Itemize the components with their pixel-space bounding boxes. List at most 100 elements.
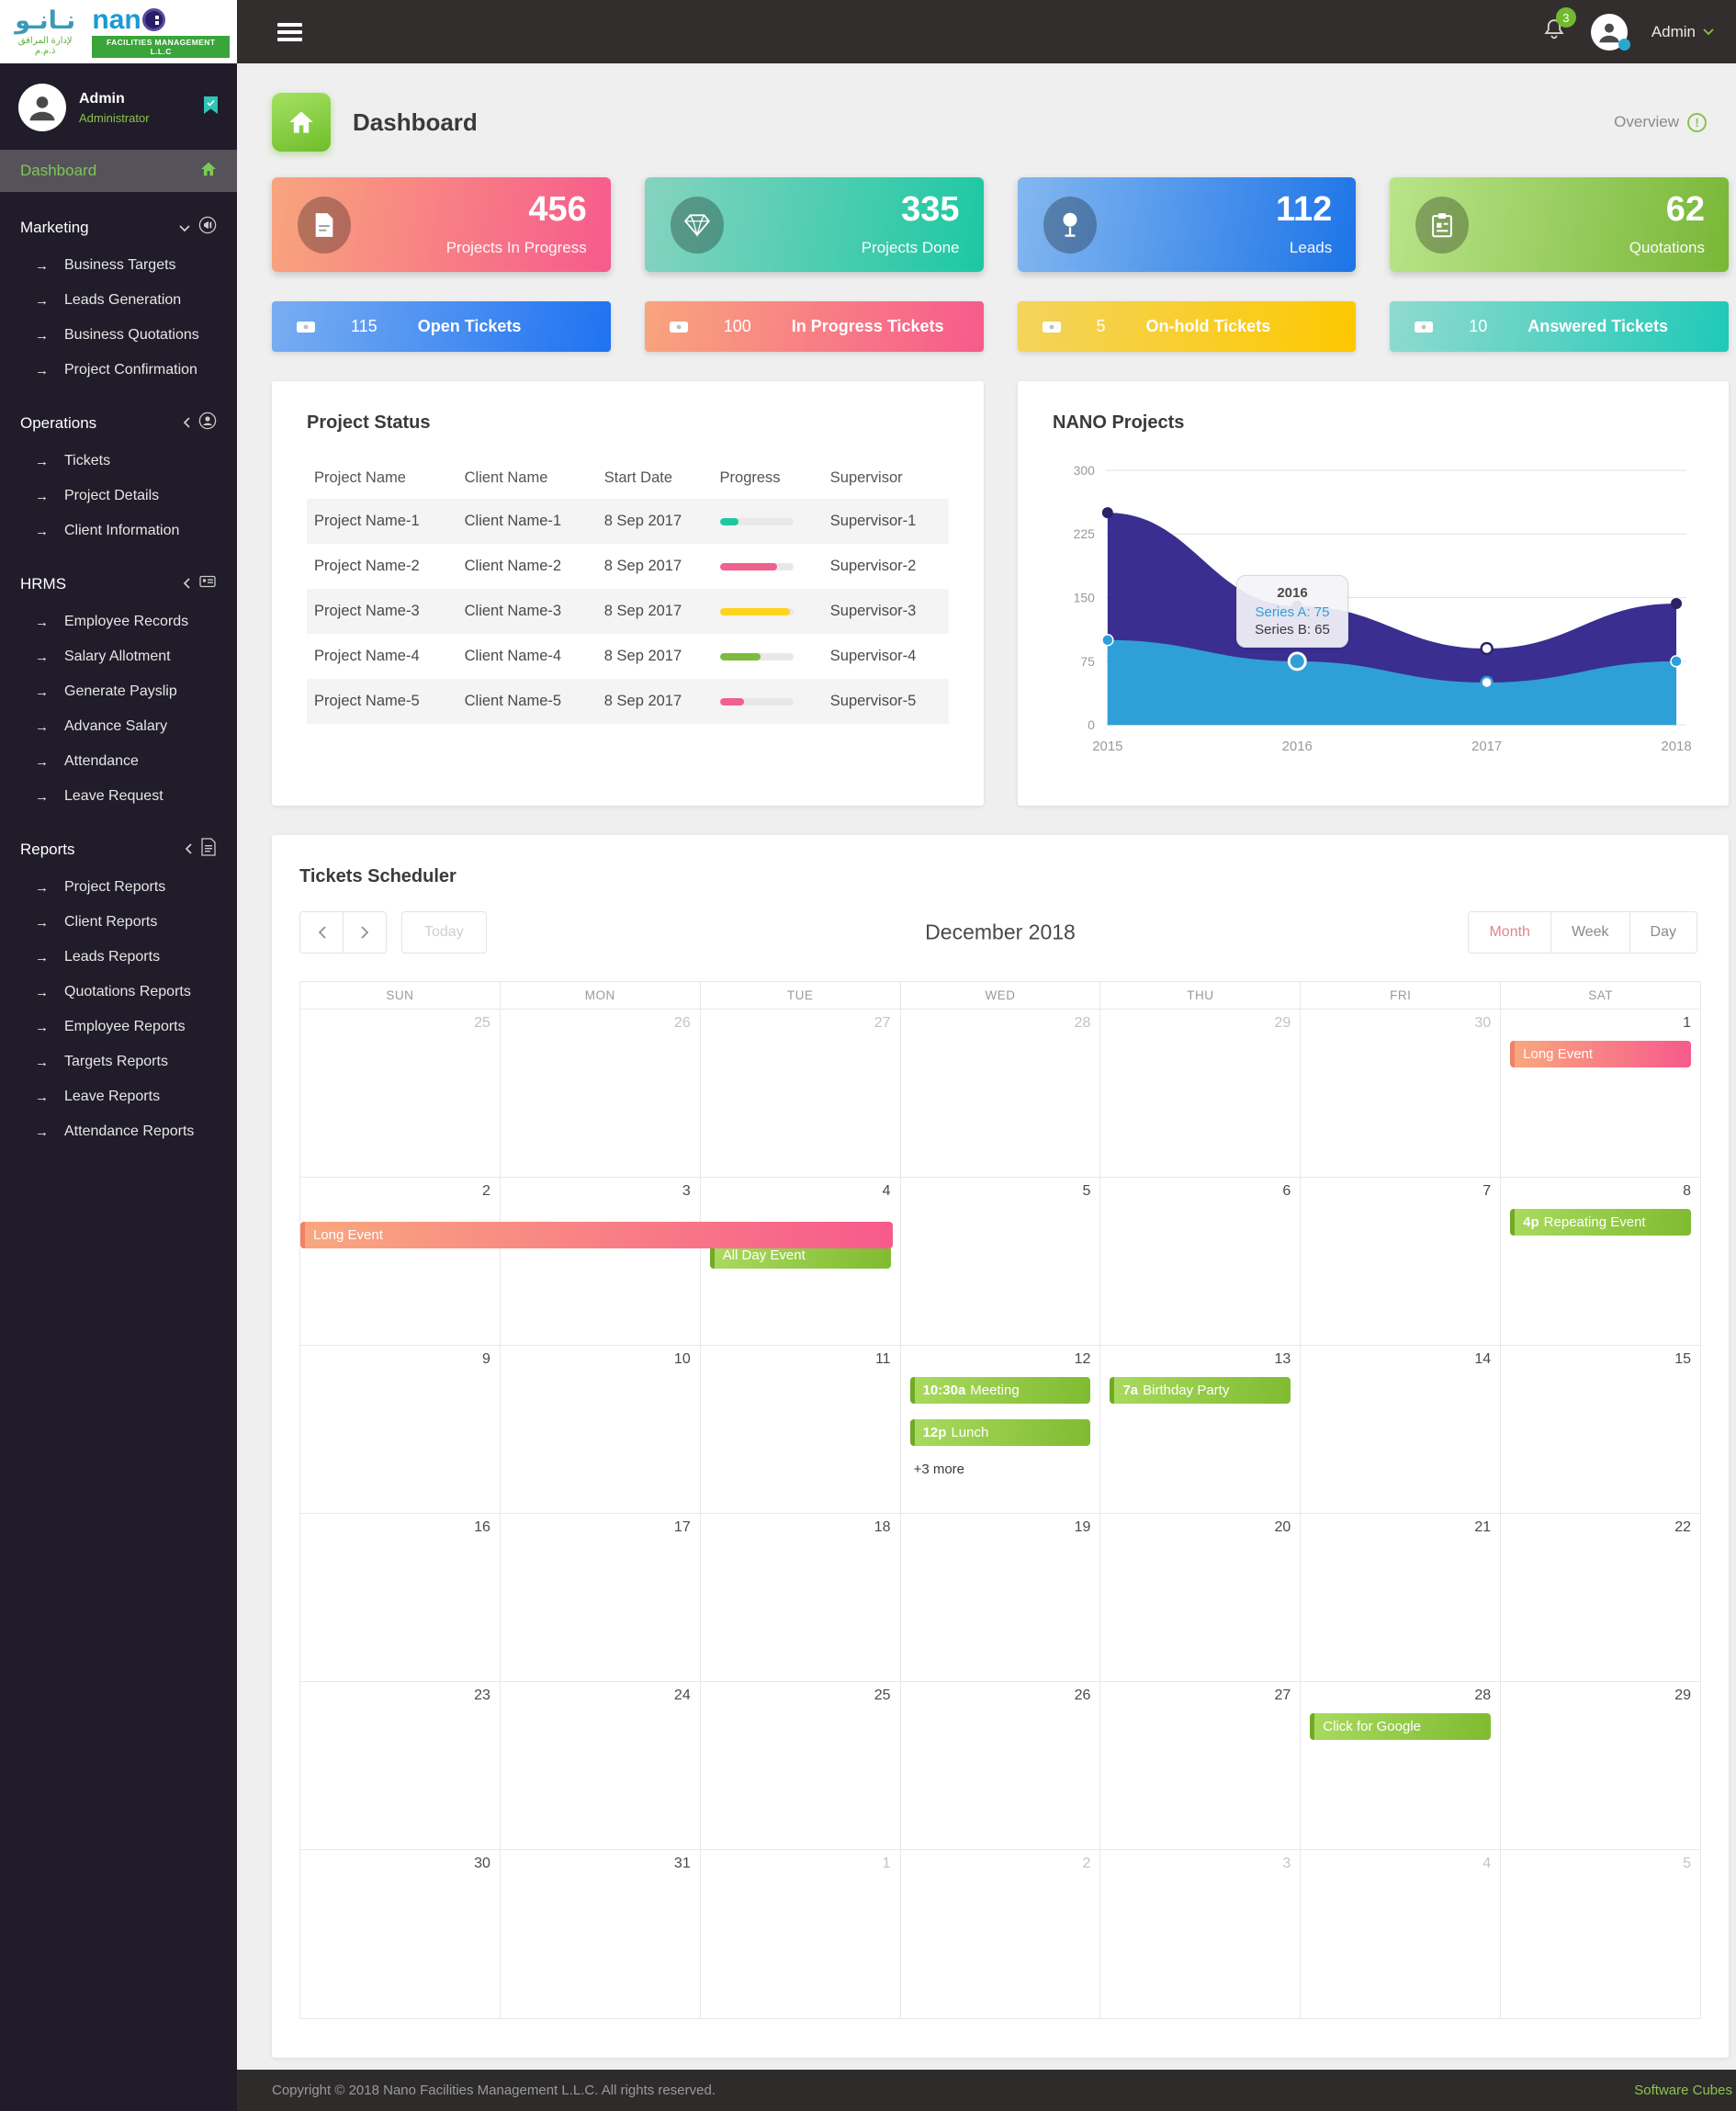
calendar-day-cell[interactable]: 14 bbox=[1301, 1346, 1502, 1513]
stat-card-projects-in-progress[interactable]: 456 Projects In Progress bbox=[272, 177, 611, 272]
calendar-event[interactable]: 10:30a Meeting bbox=[909, 1377, 1091, 1404]
calendar-day-cell[interactable]: 11 bbox=[701, 1346, 901, 1513]
calendar-day-cell[interactable]: 7 bbox=[1301, 1178, 1502, 1345]
today-button[interactable]: Today bbox=[401, 911, 487, 954]
calendar-day-cell[interactable]: 3 bbox=[1100, 1850, 1302, 2018]
calendar-day-cell[interactable]: 27 bbox=[701, 1010, 901, 1177]
brand-logo[interactable]: نـانـو لإدارة المرافق ذ.م.م nan FACILITI… bbox=[0, 0, 237, 63]
sidebar-item-attendance-reports[interactable]: → Attendance Reports bbox=[0, 1114, 237, 1149]
sidebar-item-project-details[interactable]: → Project Details bbox=[0, 479, 237, 514]
ticket-card-answered-tickets[interactable]: 10 Answered Tickets bbox=[1390, 301, 1729, 352]
calendar-day-cell[interactable]: 13 7a Birthday Party bbox=[1100, 1346, 1302, 1513]
calendar-day-cell[interactable]: 29 bbox=[1100, 1010, 1302, 1177]
calendar-day-cell[interactable]: 1 bbox=[701, 1850, 901, 2018]
calendar-day-cell[interactable]: 22 bbox=[1501, 1514, 1700, 1681]
sidebar-item-salary-allotment[interactable]: → Salary Allotment bbox=[0, 639, 237, 674]
ticket-card-in-progress-tickets[interactable]: 100 In Progress Tickets bbox=[644, 301, 984, 352]
calendar-day-cell[interactable]: 6 bbox=[1100, 1178, 1302, 1345]
calendar-span-event[interactable]: Long Event bbox=[300, 1222, 894, 1248]
sidebar-item-dashboard[interactable]: Dashboard bbox=[0, 150, 237, 192]
sidebar-item-tickets[interactable]: → Tickets bbox=[0, 444, 237, 479]
calendar-day-cell[interactable]: 25 bbox=[701, 1682, 901, 1849]
calendar-event[interactable]: Click for Google bbox=[1310, 1713, 1492, 1740]
sidebar-item-leave-request[interactable]: → Leave Request bbox=[0, 779, 237, 814]
view-day-button[interactable]: Day bbox=[1629, 911, 1697, 954]
sidebar-item-advance-salary[interactable]: → Advance Salary bbox=[0, 709, 237, 744]
sidebar-profile[interactable]: Admin Administrator bbox=[0, 63, 237, 150]
calendar-day-cell[interactable]: 27 bbox=[1100, 1682, 1302, 1849]
view-month-button[interactable]: Month bbox=[1468, 911, 1551, 954]
stat-card-projects-done[interactable]: 335 Projects Done bbox=[644, 177, 984, 272]
view-week-button[interactable]: Week bbox=[1550, 911, 1630, 954]
calendar-event[interactable]: 12p Lunch bbox=[909, 1419, 1091, 1446]
calendar-day-cell[interactable]: 30 bbox=[1301, 1010, 1502, 1177]
sidebar-item-employee-reports[interactable]: → Employee Reports bbox=[0, 1010, 237, 1044]
sidebar-item-quotations-reports[interactable]: → Quotations Reports bbox=[0, 975, 237, 1010]
sidebar-section-marketing[interactable]: Marketing bbox=[0, 192, 237, 248]
more-events-link[interactable]: +3 more bbox=[913, 1462, 965, 1477]
calendar-day-cell[interactable]: 9 bbox=[300, 1346, 501, 1513]
calendar-day-cell[interactable]: 24 bbox=[501, 1682, 701, 1849]
sidebar-item-project-reports[interactable]: → Project Reports bbox=[0, 870, 237, 905]
sidebar-item-employee-records[interactable]: → Employee Records bbox=[0, 604, 237, 639]
calendar-day-cell[interactable]: 3 bbox=[501, 1178, 701, 1345]
sidebar-item-targets-reports[interactable]: → Targets Reports bbox=[0, 1044, 237, 1079]
calendar-day-cell[interactable]: 10 bbox=[501, 1346, 701, 1513]
sidebar-item-business-targets[interactable]: → Business Targets bbox=[0, 248, 237, 283]
sidebar-item-leads-generation[interactable]: → Leads Generation bbox=[0, 283, 237, 318]
ticket-card-open-tickets[interactable]: 115 Open Tickets bbox=[272, 301, 611, 352]
calendar-day-cell[interactable]: 8 4p Repeating Event bbox=[1501, 1178, 1700, 1345]
sidebar-item-leave-reports[interactable]: → Leave Reports bbox=[0, 1079, 237, 1114]
calendar-event[interactable]: Long Event bbox=[1510, 1041, 1692, 1067]
calendar-day-cell[interactable]: 26 bbox=[901, 1682, 1101, 1849]
calendar-day-cell[interactable]: 28 bbox=[901, 1010, 1101, 1177]
sidebar-section-operations[interactable]: Operations bbox=[0, 388, 237, 444]
notifications-button[interactable]: 3 bbox=[1541, 7, 1576, 47]
sidebar-item-client-reports[interactable]: → Client Reports bbox=[0, 905, 237, 940]
calendar-day-cell[interactable]: 28 Click for Google bbox=[1301, 1682, 1502, 1849]
calendar-day-cell[interactable]: 31 bbox=[501, 1850, 701, 2018]
calendar-day-cell[interactable]: 29 bbox=[1501, 1682, 1700, 1849]
credit-link[interactable]: Software Cubes bbox=[1634, 2083, 1732, 2098]
calendar-day-cell[interactable]: 21 bbox=[1301, 1514, 1502, 1681]
sidebar-item-project-confirmation[interactable]: → Project Confirmation bbox=[0, 353, 237, 388]
calendar-day-cell[interactable]: 5 bbox=[901, 1178, 1101, 1345]
calendar-day-cell[interactable]: 19 bbox=[901, 1514, 1101, 1681]
calendar-day-cell[interactable]: 12 10:30a Meeting 12p Lunch +3 more bbox=[901, 1346, 1101, 1513]
calendar-day-cell[interactable]: 2 bbox=[300, 1178, 501, 1345]
calendar-day-cell[interactable]: 16 bbox=[300, 1514, 501, 1681]
prev-month-button[interactable] bbox=[299, 911, 344, 954]
user-avatar[interactable] bbox=[1590, 13, 1630, 51]
calendar-day-cell[interactable]: 30 bbox=[300, 1850, 501, 2018]
sidebar-item-attendance[interactable]: → Attendance bbox=[0, 744, 237, 779]
calendar-day-cell[interactable]: 2 bbox=[901, 1850, 1101, 2018]
sidebar-section-hrms[interactable]: HRMS bbox=[0, 548, 237, 604]
sidebar-section-reports[interactable]: Reports bbox=[0, 814, 237, 870]
next-month-button[interactable] bbox=[343, 911, 387, 954]
sidebar-item-client-information[interactable]: → Client Information bbox=[0, 514, 237, 548]
calendar-day-cell[interactable]: 26 bbox=[501, 1010, 701, 1177]
calendar-day-cell[interactable]: 5 bbox=[1501, 1850, 1700, 2018]
sidebar-item-business-quotations[interactable]: → Business Quotations bbox=[0, 318, 237, 353]
calendar-day-cell[interactable]: 20 bbox=[1100, 1514, 1302, 1681]
stat-card-quotations[interactable]: 62 Quotations bbox=[1390, 177, 1729, 272]
calendar-day-cell[interactable]: 15 bbox=[1501, 1346, 1700, 1513]
calendar-event[interactable]: 4p Repeating Event bbox=[1510, 1209, 1692, 1236]
ticket-card-on-hold-tickets[interactable]: 5 On-hold Tickets bbox=[1017, 301, 1357, 352]
calendar-day-cell[interactable]: 1 Long Event bbox=[1501, 1010, 1700, 1177]
sidebar-item-leads-reports[interactable]: → Leads Reports bbox=[0, 940, 237, 975]
sidebar-item-generate-payslip[interactable]: → Generate Payslip bbox=[0, 674, 237, 709]
overview-link[interactable]: Overview ! bbox=[1614, 112, 1729, 132]
stat-card-leads[interactable]: 112 Leads bbox=[1017, 177, 1357, 272]
calendar-day-cell[interactable]: 4 All Day Event bbox=[701, 1178, 901, 1345]
calendar-day-cell[interactable]: 4 bbox=[1301, 1850, 1502, 2018]
menu-toggle-button[interactable] bbox=[277, 19, 302, 45]
user-menu[interactable]: Admin bbox=[1651, 23, 1714, 41]
stat-cards-row: 456 Projects In Progress 335 Projects Done 1… bbox=[272, 177, 1729, 272]
calendar-day-cell[interactable]: 17 bbox=[501, 1514, 701, 1681]
calendar-day-cell[interactable]: 23 bbox=[300, 1682, 501, 1849]
calendar-day-cell[interactable]: 18 bbox=[701, 1514, 901, 1681]
day-number: 2 bbox=[1082, 1856, 1091, 1871]
calendar-day-cell[interactable]: 25 bbox=[300, 1010, 501, 1177]
calendar-event[interactable]: 7a Birthday Party bbox=[1110, 1377, 1291, 1404]
